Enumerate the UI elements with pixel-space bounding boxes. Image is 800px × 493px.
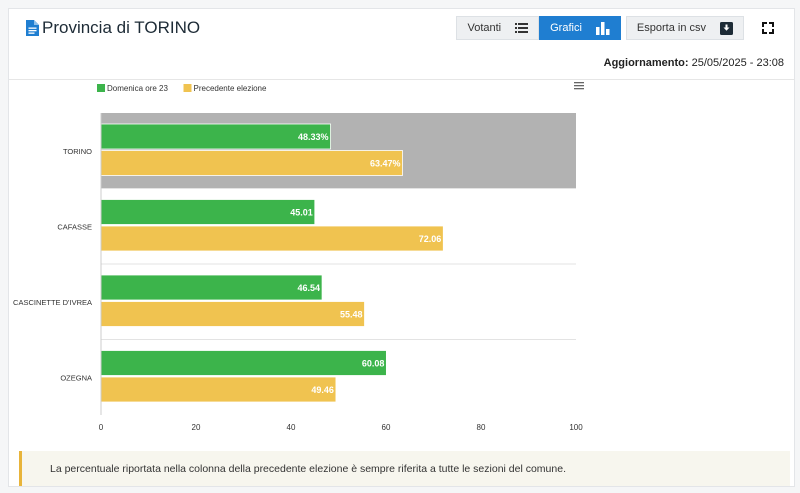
- bar: [100, 301, 365, 327]
- results-card: Provincia di TORINO Votanti Grafici: [8, 8, 795, 487]
- legend-label: Domenica ore 23: [107, 84, 168, 93]
- category-label: OZEGNA: [60, 373, 92, 382]
- bar: [100, 376, 337, 403]
- x-tick-label: 80: [477, 423, 486, 432]
- legend-label: Precedente elezione: [194, 84, 267, 93]
- bar-value-label: 72.06: [419, 234, 442, 244]
- turnout-bar-chart: Domenica ore 23 Precedente elezione 48.33%…: [13, 82, 584, 432]
- bar-value-label: 63.47%: [370, 159, 401, 169]
- info-note: La percentuale riportata nella colonna d…: [19, 451, 790, 486]
- bar-value-label: 46.54: [298, 283, 321, 293]
- legend-swatch: [97, 84, 105, 92]
- x-tick-label: 0: [99, 423, 104, 432]
- bar-value-label: 45.01: [290, 208, 313, 218]
- bar: [100, 225, 444, 252]
- bar: [100, 274, 323, 301]
- category-label: CASCINETTE D'IVREA: [13, 298, 92, 307]
- bar-value-label: 60.08: [362, 359, 385, 369]
- grafici-button[interactable]: Grafici: [539, 16, 621, 40]
- list-icon: [515, 23, 529, 33]
- bar-value-label: 48.33%: [298, 132, 329, 142]
- update-info: Aggiornamento: 25/05/2025 - 23:08: [604, 57, 784, 69]
- card-header: Provincia di TORINO Votanti Grafici: [9, 9, 794, 80]
- bar: [100, 199, 316, 225]
- legend-swatch: [183, 84, 192, 92]
- chart-menu-icon-line: [574, 82, 584, 84]
- view-toolbar: Votanti Grafici: [456, 16, 776, 40]
- category-label: CAFASSE: [57, 222, 92, 231]
- info-note-text: La percentuale riportata nella colonna d…: [50, 463, 566, 475]
- x-tick-label: 40: [287, 423, 296, 432]
- bar: [100, 123, 331, 150]
- fullscreen-icon[interactable]: [760, 20, 776, 36]
- bar-chart-icon: [595, 21, 610, 35]
- x-tick-label: 60: [382, 423, 391, 432]
- export-label: Esporta in csv: [636, 22, 706, 34]
- update-timestamp: 25/05/2025 - 23:08: [691, 57, 784, 69]
- chart-menu-icon-line: [574, 88, 584, 90]
- bar-value-label: 55.48: [340, 310, 363, 320]
- grafici-label: Grafici: [550, 22, 582, 34]
- category-label: TORINO: [63, 147, 92, 156]
- title-group: Provincia di TORINO: [26, 18, 200, 38]
- download-box-icon: [720, 21, 733, 35]
- update-label: Aggiornamento:: [603, 57, 689, 69]
- votanti-button[interactable]: Votanti: [456, 16, 540, 40]
- export-csv-button[interactable]: Esporta in csv: [625, 16, 744, 40]
- votanti-label: Votanti: [467, 22, 502, 34]
- chart-menu-icon-line: [574, 85, 584, 87]
- x-tick-label: 20: [192, 423, 201, 432]
- page-title: Provincia di TORINO: [42, 18, 201, 37]
- bar: [100, 350, 387, 376]
- bar: [100, 150, 403, 176]
- bar-value-label: 49.46: [311, 385, 334, 395]
- x-tick-label: 100: [569, 423, 583, 432]
- document-icon: [26, 20, 39, 36]
